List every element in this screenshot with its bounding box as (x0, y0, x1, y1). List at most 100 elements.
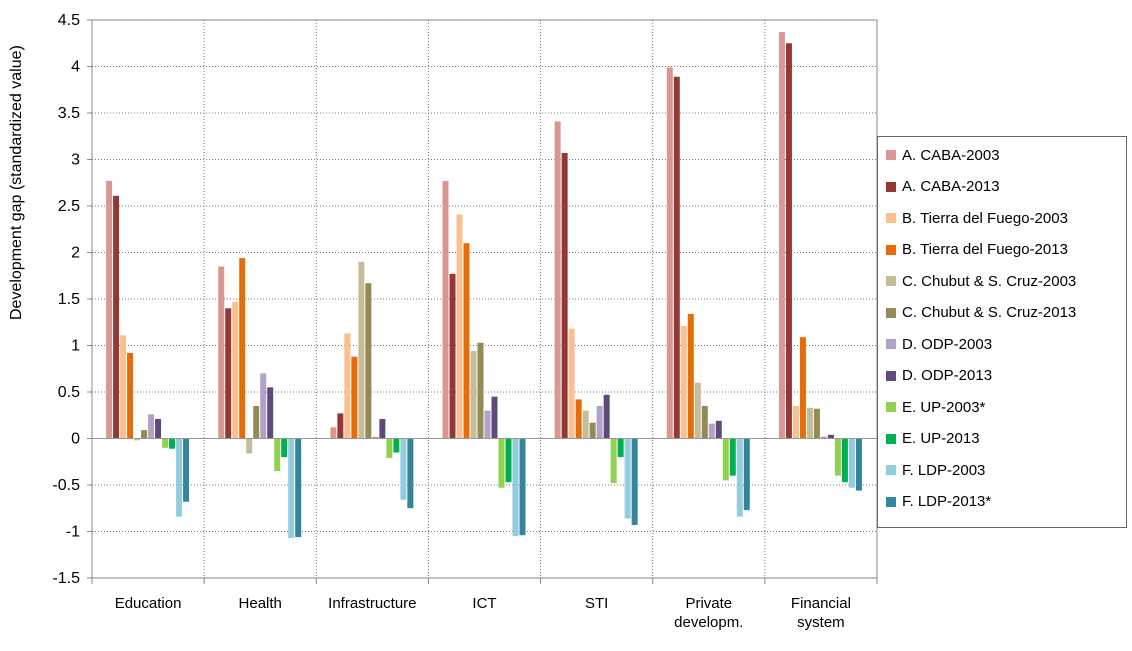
legend-label: E. UP-2013 (902, 430, 980, 447)
x-tick-label: ICT (472, 595, 496, 612)
bar (827, 434, 834, 439)
bar (708, 423, 715, 439)
y-tick-label: -1.5 (52, 570, 80, 587)
bar (505, 438, 512, 483)
bar (407, 438, 414, 509)
bar (512, 438, 519, 537)
legend-label: A. CABA-2013 (902, 178, 1000, 195)
bar (372, 436, 379, 439)
y-tick-label: 4 (71, 59, 80, 76)
bar (806, 407, 813, 439)
bar (813, 408, 820, 439)
bar (799, 337, 806, 439)
bar (582, 410, 589, 439)
bar (232, 301, 239, 439)
bar (722, 438, 729, 481)
bar (239, 258, 246, 439)
x-tick-label: Infrastructure (328, 595, 416, 612)
legend-swatch (886, 496, 896, 507)
bar (330, 427, 337, 439)
y-tick-label: 0.5 (58, 384, 80, 401)
legend-label: B. Tierra del Fuego-2003 (902, 209, 1068, 227)
bar (778, 32, 785, 439)
legend-label: C. Chubut & S. Cruz-2003 (902, 272, 1077, 290)
y-tick-label: 3 (71, 152, 80, 169)
bar (162, 438, 169, 448)
bar (701, 405, 708, 439)
legend-swatch (886, 402, 896, 412)
bar (603, 394, 610, 439)
bar (386, 438, 393, 459)
bar (358, 261, 365, 439)
legend-swatch (886, 213, 896, 223)
bar (400, 438, 407, 500)
y-tick-label: 1 (71, 338, 80, 355)
legend-item: D. ODP-2003 (886, 334, 992, 354)
legend-swatch (886, 276, 896, 286)
legend-swatch (886, 244, 896, 255)
bar (344, 333, 351, 439)
legend-item: C. Chubut & S. Cruz-2003 (886, 271, 1076, 291)
bar (470, 351, 477, 439)
bar (183, 438, 190, 502)
legend: A. CABA-2003 A. CABA-2013 B. Tierra del Fu… (877, 136, 1127, 528)
legend-swatch (886, 181, 896, 192)
bar (267, 387, 274, 439)
bar (519, 438, 526, 536)
x-tick-label: Private (685, 595, 732, 612)
bar (456, 214, 463, 439)
bar (337, 413, 344, 439)
legend-swatch (886, 339, 896, 349)
legend-label: D. ODP-2003 (902, 335, 993, 353)
y-tick-label: -1 (66, 524, 80, 541)
bar (673, 76, 680, 439)
bar (218, 266, 225, 439)
bar (680, 325, 687, 439)
legend-label: F. LDP-2003 (902, 461, 986, 479)
bar (554, 121, 561, 439)
bar (729, 438, 736, 476)
legend-item: A. CABA-2003 (886, 145, 1000, 165)
bar (491, 396, 498, 439)
bar (561, 152, 568, 439)
bar (393, 438, 400, 453)
bar (841, 438, 848, 483)
legend-label: B. Tierra del Fuego-2013 (902, 241, 1068, 258)
bar (743, 438, 750, 511)
legend-swatch (886, 150, 896, 160)
legend-swatch (886, 370, 896, 381)
bar (120, 335, 127, 439)
bar (575, 399, 582, 439)
legend-swatch (886, 433, 896, 444)
y-tick-label: 1.5 (58, 291, 80, 308)
y-axis-label: Development gap (standardized value) (8, 45, 25, 320)
bar (106, 180, 113, 439)
legend-label: E. UP-2003* (902, 398, 986, 416)
legend-label: C. Chubut & S. Cruz-2013 (902, 304, 1077, 321)
bar (687, 313, 694, 439)
x-tick-label: system (797, 614, 845, 631)
bar (624, 438, 631, 519)
bar (169, 438, 176, 449)
legend-item: B. Tierra del Fuego-2013 (886, 240, 1068, 260)
bar (848, 438, 855, 488)
bar (834, 438, 841, 476)
bar (484, 410, 491, 439)
legend-item: F. LDP-2003 (886, 460, 985, 480)
bar (141, 430, 148, 439)
bar (253, 405, 260, 439)
legend-label: D. ODP-2013 (902, 367, 993, 384)
legend-item: A. CABA-2013 (886, 177, 1000, 197)
bar (134, 438, 141, 441)
bar (792, 405, 799, 439)
bar (260, 373, 267, 439)
bar (610, 438, 617, 484)
bar (666, 67, 673, 439)
y-tick-label: 0 (71, 431, 80, 448)
bar (148, 414, 155, 439)
bar (855, 438, 862, 491)
bar (365, 283, 372, 439)
legend-item: F. LDP-2013* (886, 492, 991, 512)
bar (498, 438, 505, 488)
